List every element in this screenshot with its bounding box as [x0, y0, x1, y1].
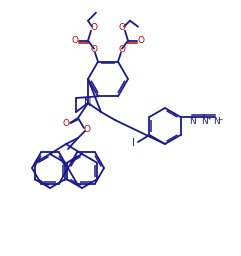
Text: O: O — [91, 23, 98, 32]
Text: O: O — [119, 23, 126, 32]
Text: O: O — [119, 45, 126, 54]
Text: N: N — [202, 118, 208, 126]
Text: I: I — [132, 138, 134, 148]
Text: O: O — [91, 45, 98, 54]
Text: O: O — [72, 36, 79, 45]
Text: O: O — [62, 120, 69, 129]
Text: N: N — [213, 118, 219, 126]
Text: O: O — [83, 125, 91, 134]
Text: N: N — [84, 98, 92, 108]
Text: O: O — [138, 36, 145, 45]
Text: N: N — [189, 118, 195, 126]
Text: +: + — [207, 116, 211, 122]
Text: −: − — [217, 116, 223, 122]
